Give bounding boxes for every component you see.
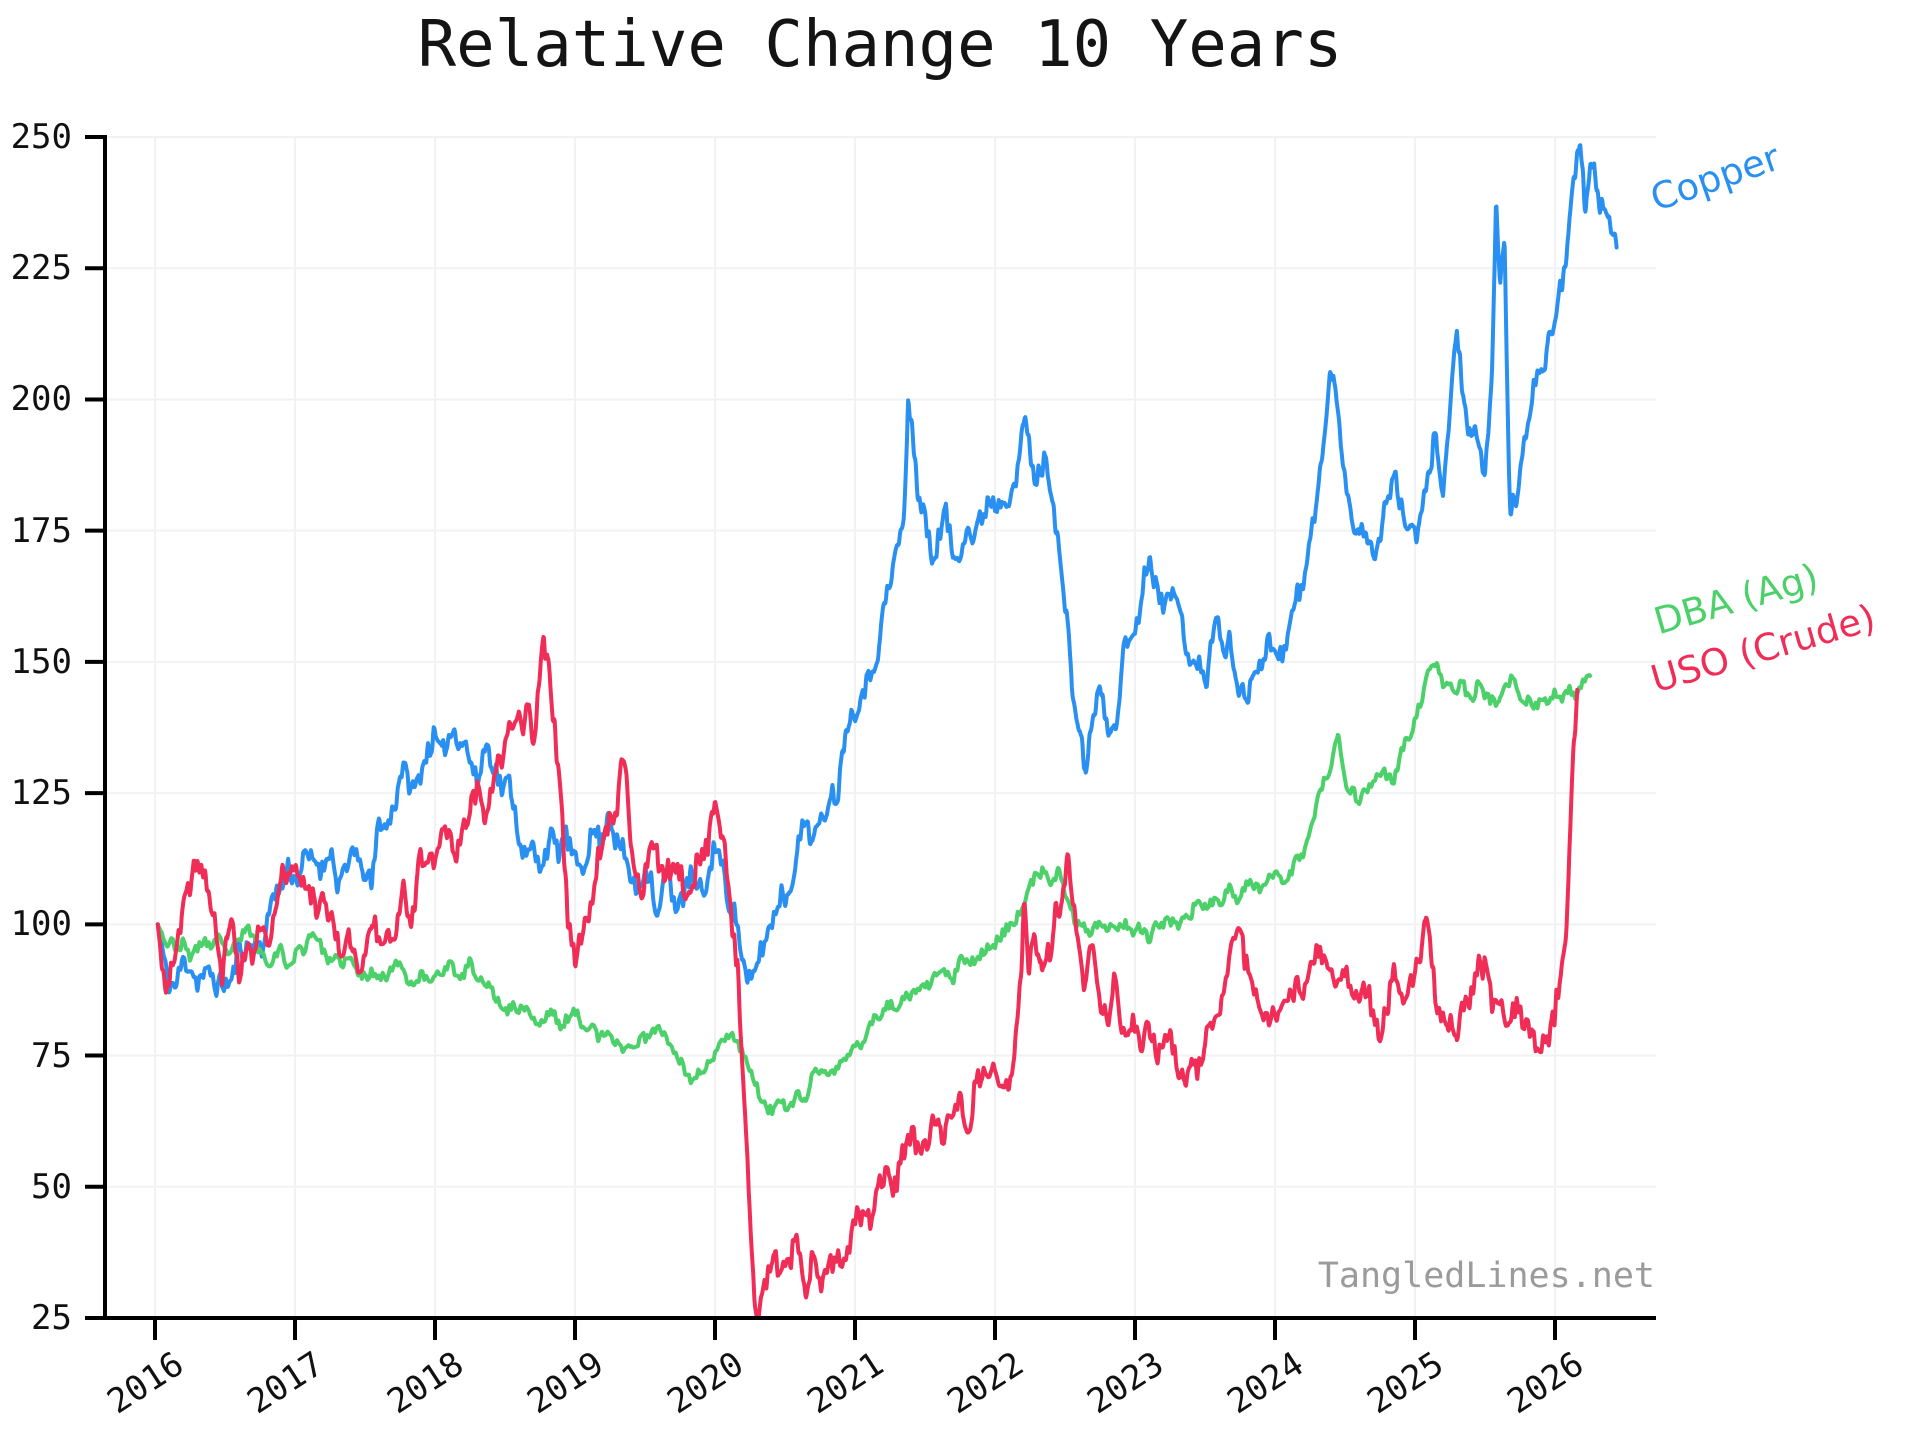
- y-tick-label: 50: [31, 1166, 72, 1207]
- y-tick-label: 125: [10, 773, 72, 814]
- copper-line: [155, 143, 1619, 998]
- y-tick-label: 100: [10, 904, 72, 945]
- y-tick-label: 25: [31, 1298, 72, 1338]
- y-tick-label: 200: [10, 379, 72, 420]
- y-tick-label: 150: [10, 641, 72, 682]
- dba-ag-line: [155, 661, 1592, 1117]
- y-tick-label: 250: [10, 117, 72, 157]
- axes: [85, 135, 1656, 1340]
- gridlines: [105, 136, 1656, 1318]
- uso-crude-line: [155, 635, 1580, 1318]
- y-tick-label: 175: [10, 510, 72, 551]
- y-tick-label: 75: [31, 1035, 72, 1076]
- watermark: TangledLines.net: [1317, 1256, 1655, 1296]
- y-tick-label: 225: [10, 248, 72, 289]
- chart-title: Relative Change 10 Years: [417, 8, 1343, 82]
